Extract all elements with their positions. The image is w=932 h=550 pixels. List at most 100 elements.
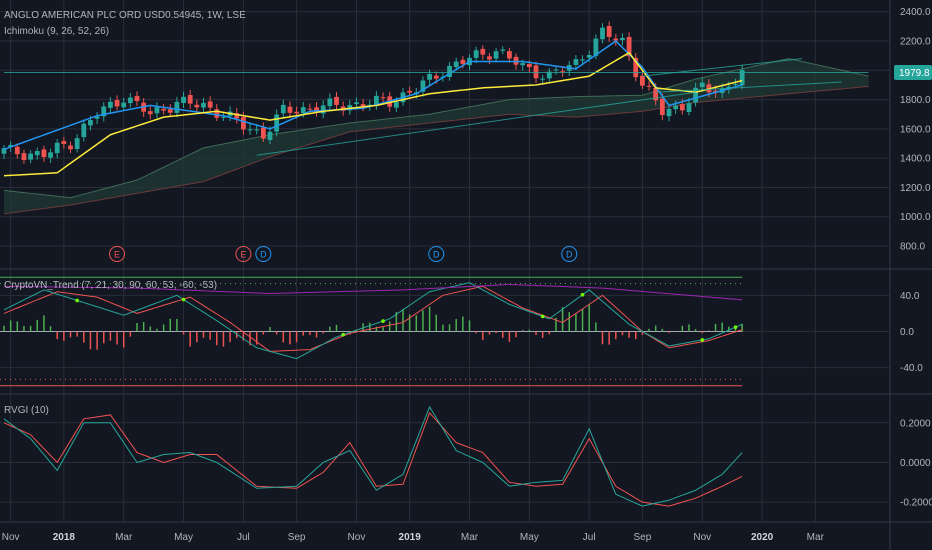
time-tick-label: Nov xyxy=(693,532,711,543)
time-tick-label: Nov xyxy=(348,532,366,543)
candle-body xyxy=(181,96,186,104)
candle-body xyxy=(280,104,286,114)
candle-body xyxy=(327,98,333,107)
candle-body xyxy=(666,108,672,117)
candle-body xyxy=(433,75,439,79)
candle-body xyxy=(121,102,127,108)
trend-line xyxy=(3,282,743,360)
trend-signal-dot xyxy=(75,298,79,303)
event-marker-label: E xyxy=(114,250,120,260)
candle-body xyxy=(101,106,107,117)
candle-body xyxy=(659,98,665,116)
event-marker-label: E xyxy=(240,250,246,260)
candle-body xyxy=(108,101,113,108)
event-marker-label: D xyxy=(260,250,267,260)
price-tick-label: 2400.0 xyxy=(900,7,931,18)
candle-body xyxy=(540,78,546,80)
candle-body xyxy=(447,65,452,77)
candle-body xyxy=(34,151,40,156)
candle-body xyxy=(487,56,492,60)
price-tick-label: 2200.0 xyxy=(900,37,931,48)
candle-body xyxy=(127,97,133,104)
candle-body xyxy=(207,101,213,108)
candle-body xyxy=(493,51,499,59)
candle-body xyxy=(300,107,306,114)
candle-body xyxy=(573,59,579,65)
candle-body xyxy=(686,103,692,113)
candle-body xyxy=(699,82,705,88)
candle-body xyxy=(81,123,87,138)
trend-signal-dot xyxy=(381,319,385,323)
candle-body xyxy=(114,100,120,107)
trend-line xyxy=(3,285,743,352)
price-axis[interactable]: 800.01000.01200.01400.01600.01800.02000.… xyxy=(900,7,932,508)
rvgi-line xyxy=(3,405,743,507)
cryptovn-trend-label[interactable]: CryptoVN_Trend (7, 21, 30, 90, 60, 53, -… xyxy=(4,280,217,291)
candle-body xyxy=(260,127,266,139)
candle-body xyxy=(580,59,585,61)
time-axis[interactable]: Nov 2018 Mar May Jul Sep Nov 2019 Mar May Jul Sep No… xyxy=(2,532,825,543)
candle-body xyxy=(733,83,738,85)
candlestick-series xyxy=(1,21,745,164)
candle-body xyxy=(267,131,273,140)
candle-body xyxy=(247,129,253,131)
trend-line xyxy=(3,283,743,301)
price-tick-label: 0.0000 xyxy=(900,458,931,469)
event-marker xyxy=(255,246,272,262)
candle-body xyxy=(380,97,386,99)
candle-body xyxy=(500,49,506,51)
candle-body xyxy=(593,38,599,56)
rvgi-line xyxy=(3,411,743,507)
candle-body xyxy=(560,71,565,73)
candle-body xyxy=(48,152,53,158)
price-tick-label: 1800.0 xyxy=(900,95,931,106)
candle-body xyxy=(8,144,14,147)
event-marker-label: D xyxy=(433,250,440,260)
candle-body xyxy=(507,51,512,59)
time-tick-label: Sep xyxy=(288,532,306,543)
candle-body xyxy=(88,120,93,126)
candle-body xyxy=(693,87,698,103)
candle-body xyxy=(739,70,745,86)
price-tick-label: 40.0 xyxy=(900,291,920,302)
candle-body xyxy=(600,27,605,40)
time-tick-label: Jul xyxy=(237,532,250,543)
senkou-b-line xyxy=(3,85,869,215)
candle-body xyxy=(28,153,33,160)
candle-body xyxy=(374,95,379,105)
time-tick-label: Mar xyxy=(115,532,133,543)
candle-body xyxy=(254,129,260,131)
time-tick-label: 2019 xyxy=(399,532,422,543)
rvgi-label[interactable]: RVGI (10) xyxy=(4,405,49,416)
event-marker xyxy=(235,246,252,262)
kijun-line xyxy=(3,51,743,177)
candle-body xyxy=(473,50,479,58)
candle-body xyxy=(194,104,200,108)
trendline xyxy=(655,81,842,93)
price-tick-label: -0.2000 xyxy=(900,498,932,509)
time-tick-label: May xyxy=(520,532,539,543)
candle-body xyxy=(626,36,632,57)
price-tick-label: -40.0 xyxy=(900,363,923,374)
candle-body xyxy=(14,146,20,155)
trend-signal-dot xyxy=(341,332,345,337)
candle-body xyxy=(460,59,466,64)
ichimoku-label[interactable]: Ichimoku (9, 26, 52, 26) xyxy=(4,26,109,37)
event-marker xyxy=(428,246,445,262)
candle-body xyxy=(314,107,319,113)
price-tick-label: 0.2000 xyxy=(900,418,931,429)
price-tick-label: 1200.0 xyxy=(900,183,931,194)
candle-body xyxy=(367,104,373,107)
candle-body xyxy=(354,102,359,105)
candle-body xyxy=(334,96,339,105)
candle-body xyxy=(453,61,459,68)
candle-body xyxy=(307,108,313,110)
candle-body xyxy=(294,111,299,114)
candle-body xyxy=(553,69,559,71)
candle-body xyxy=(633,57,639,78)
price-tick-label: 1400.0 xyxy=(900,154,931,165)
candle-body xyxy=(606,25,612,37)
candle-body xyxy=(74,138,80,149)
